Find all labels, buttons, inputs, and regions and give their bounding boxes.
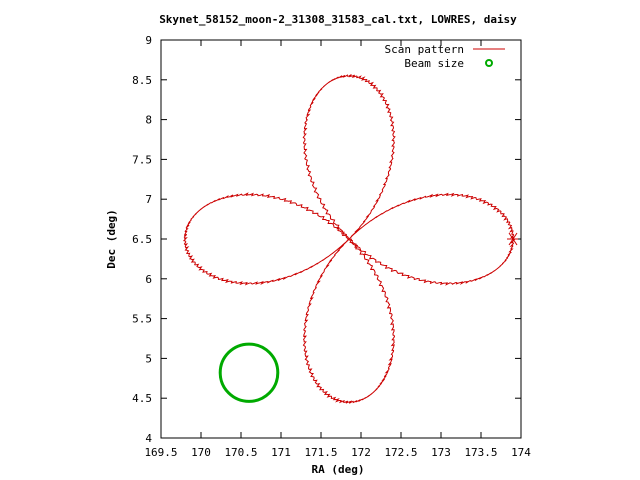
axis-tick-labels: 169.5 170 170.5 171 171.5 172 172.5 173 173.5 174… [132, 34, 531, 459]
y-tick-label: 8.5 [132, 74, 152, 87]
y-tick-label: 8 [145, 114, 152, 127]
plot-frame [160, 39, 522, 439]
y-tick-label: 5 [145, 352, 152, 365]
x-axis-label: RA (deg) [312, 463, 365, 476]
x-tick-label: 171 [271, 446, 291, 459]
x-tick-label: 170 [191, 446, 211, 459]
series-layer [182, 74, 518, 404]
legend-scan-label: Scan pattern [385, 43, 464, 56]
x-tick-label: 169.5 [144, 446, 177, 459]
y-tick-label: 7 [145, 193, 152, 206]
legend-beam-label: Beam size [404, 57, 464, 70]
y-tick-label: 7.5 [132, 153, 152, 166]
x-tick-label: 172 [351, 446, 371, 459]
beam-size-circle [218, 342, 280, 403]
x-tick-label: 173 [431, 446, 451, 459]
chart-title: Skynet_58152_moon-2_31308_31583_cal.txt,… [159, 13, 517, 26]
axis-ticks [160, 39, 522, 439]
legend-beam-swatch [485, 59, 493, 67]
y-tick-label: 6.5 [132, 233, 152, 246]
y-tick-label: 5.5 [132, 313, 152, 326]
y-tick-label: 6 [145, 273, 152, 286]
y-axis-label: Dec (deg) [105, 209, 118, 269]
scan-pattern-line [182, 74, 516, 404]
x-tick-label: 172.5 [384, 446, 417, 459]
x-tick-label: 171.5 [304, 446, 337, 459]
legend: Scan pattern Beam size [385, 43, 505, 70]
y-tick-label: 9 [145, 34, 152, 47]
y-tick-label: 4 [145, 432, 152, 445]
x-tick-label: 174 [511, 446, 531, 459]
y-tick-label: 4.5 [132, 392, 152, 405]
x-tick-label: 170.5 [224, 446, 257, 459]
x-tick-label: 173.5 [464, 446, 497, 459]
